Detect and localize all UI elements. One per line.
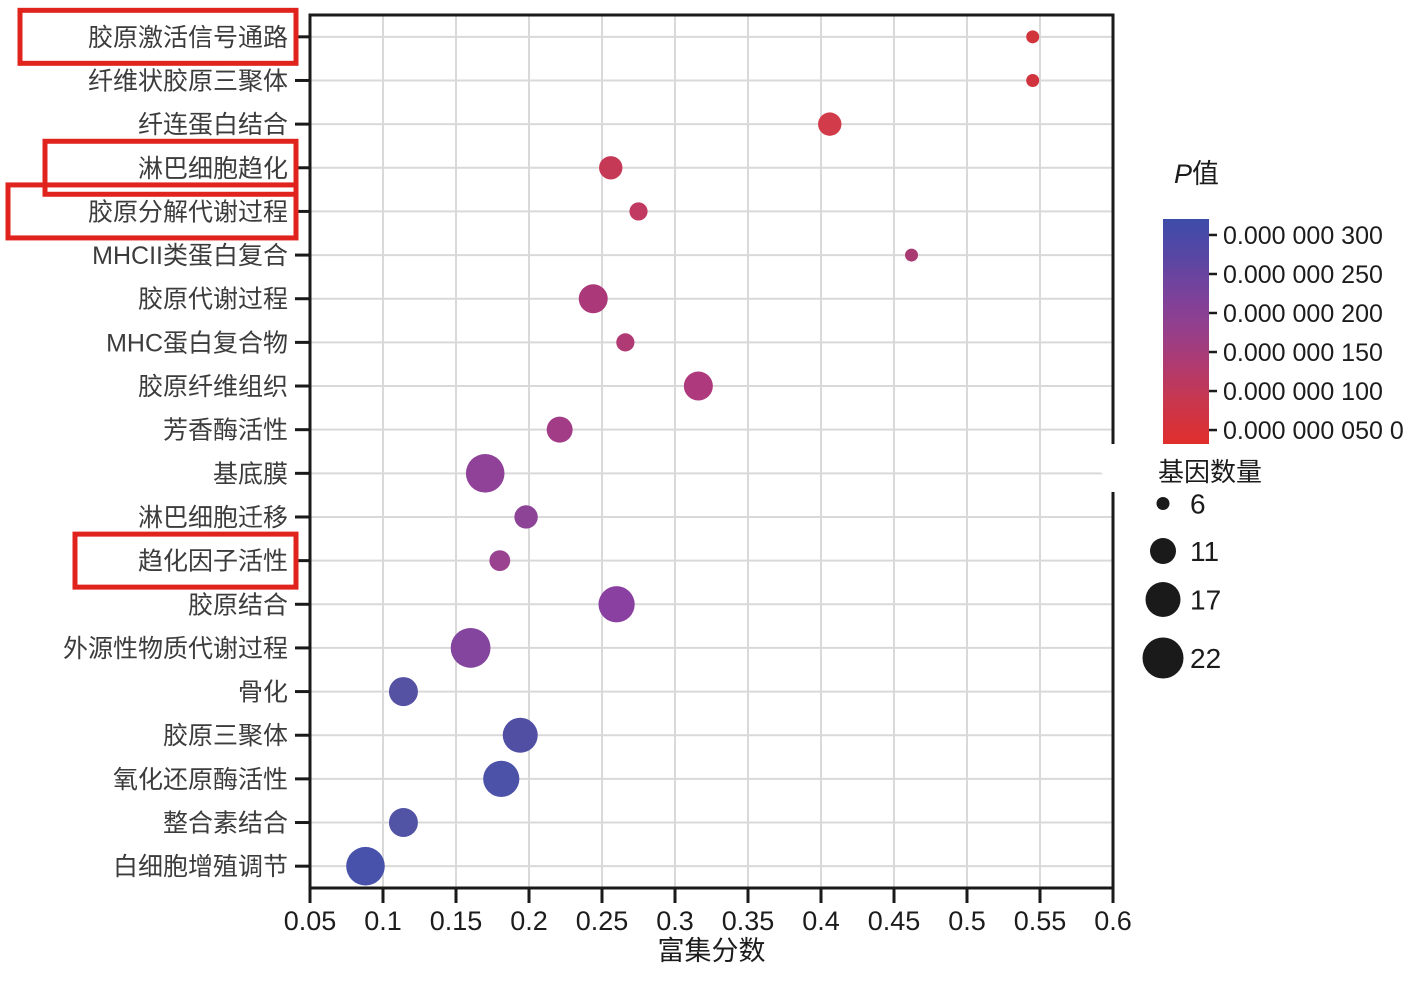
y-axis-label: 淋巴细胞趋化 bbox=[138, 155, 288, 183]
gene-count-legend-circle bbox=[1145, 582, 1181, 617]
y-axis-label: 白细胞增殖调节 bbox=[113, 853, 288, 881]
plot-panel-border bbox=[308, 13, 1115, 890]
grid-group bbox=[309, 15, 1114, 888]
white-notch-group bbox=[1095, 442, 1122, 492]
bubble bbox=[546, 416, 573, 443]
y-axis-label: MHCII类蛋白复合 bbox=[92, 242, 288, 270]
colorbar-tick-label: 0.000 000 300 bbox=[1223, 222, 1383, 250]
x-tick-label: 0.4 bbox=[802, 906, 840, 936]
x-tick-label: 0.55 bbox=[1014, 906, 1067, 936]
x-tick-label: 0.25 bbox=[576, 906, 629, 936]
y-axis-label: 胶原纤维组织 bbox=[138, 373, 288, 401]
highlight-box bbox=[72, 531, 299, 590]
x-tick-label: 0.15 bbox=[430, 906, 483, 936]
bubble bbox=[1026, 73, 1040, 87]
gene-count-legend-label: 17 bbox=[1190, 585, 1221, 616]
bubble bbox=[489, 550, 511, 572]
bubble bbox=[502, 717, 538, 753]
bubble bbox=[598, 586, 635, 623]
colorbar-tick-label: 0.000 000 250 bbox=[1223, 261, 1383, 289]
x-axis-title: 富集分数 bbox=[658, 936, 766, 966]
highlight-box bbox=[42, 138, 299, 197]
gene-count-legend-circle bbox=[1156, 497, 1170, 510]
gene-count-legend-title: 基因数量 bbox=[1158, 457, 1262, 487]
bubble bbox=[1026, 30, 1040, 44]
x-tick-label: 0.05 bbox=[284, 906, 337, 936]
y-axis-label: 氧化还原酶活性 bbox=[113, 766, 288, 794]
x-tick-label: 0.3 bbox=[656, 906, 694, 936]
y-axis-label: 趋化因子活性 bbox=[138, 548, 288, 576]
y-axis-label: 整合素结合 bbox=[163, 810, 288, 838]
highlight-box bbox=[17, 7, 299, 66]
white-notch-arrow bbox=[1095, 442, 1122, 492]
bubble bbox=[450, 628, 491, 668]
y-axis-label: 胶原分解代谢过程 bbox=[88, 198, 288, 226]
gene-count-legend-label: 22 bbox=[1190, 643, 1221, 674]
y-axis-label: 胶原代谢过程 bbox=[138, 286, 288, 314]
colorbar-tick-label: 0.000 000 100 bbox=[1223, 378, 1383, 406]
y-axis-label: 芳香酶活性 bbox=[163, 417, 288, 445]
y-axis-label: 胶原结合 bbox=[188, 591, 288, 619]
y-axis-label: 基底膜 bbox=[213, 460, 288, 488]
x-tick-label: 0.2 bbox=[510, 906, 548, 936]
x-tick-label: 0.5 bbox=[948, 906, 986, 936]
bubble bbox=[578, 284, 608, 314]
bubble bbox=[388, 677, 418, 707]
y-axis-label: 纤维状胶原三聚体 bbox=[88, 67, 288, 95]
colorbar-tick-label: 0.000 000 150 bbox=[1223, 339, 1383, 367]
pvalue-legend-title: P值 bbox=[1174, 159, 1219, 189]
bubble bbox=[514, 505, 538, 529]
bubble bbox=[683, 371, 713, 401]
y-axis-label: MHC蛋白复合物 bbox=[106, 329, 288, 357]
gene-count-legend-circle bbox=[1142, 637, 1184, 679]
x-tick-label: 0.6 bbox=[1094, 906, 1132, 936]
bubble bbox=[346, 846, 385, 886]
highlight-box bbox=[5, 182, 299, 241]
colorbar bbox=[1163, 219, 1209, 444]
gene-count-legend-label: 6 bbox=[1190, 489, 1206, 520]
pvalue-legend-title-italic: P bbox=[1174, 159, 1192, 189]
bubble bbox=[818, 112, 842, 136]
bubble bbox=[483, 760, 520, 797]
bubble bbox=[599, 156, 623, 180]
y-axis-label: 胶原三聚体 bbox=[163, 722, 288, 750]
x-tick-label: 0.1 bbox=[364, 906, 402, 936]
y-axis-label: 骨化 bbox=[238, 679, 288, 707]
y-axis-label: 外源性物质代谢过程 bbox=[63, 635, 288, 663]
colorbar-tick-label: 0.000 000 200 bbox=[1223, 300, 1383, 328]
bubble bbox=[905, 248, 919, 262]
bubble bbox=[616, 333, 635, 352]
bubble bbox=[388, 808, 418, 838]
x-tick-label: 0.35 bbox=[722, 906, 775, 936]
x-tick-label: 0.45 bbox=[868, 906, 921, 936]
pvalue-legend-title-rest: 值 bbox=[1192, 159, 1219, 189]
gene-count-legend-label: 11 bbox=[1190, 536, 1219, 567]
bubble bbox=[629, 202, 648, 221]
y-axis-label: 胶原激活信号通路 bbox=[88, 24, 288, 52]
y-axis-label: 纤连蛋白结合 bbox=[138, 111, 288, 139]
colorbar-tick-label: 0.000 000 050 0 bbox=[1223, 417, 1404, 445]
y-axis-label: 淋巴细胞迁移 bbox=[138, 504, 288, 532]
bubble bbox=[465, 454, 505, 493]
gene-count-legend-circle bbox=[1150, 538, 1176, 564]
